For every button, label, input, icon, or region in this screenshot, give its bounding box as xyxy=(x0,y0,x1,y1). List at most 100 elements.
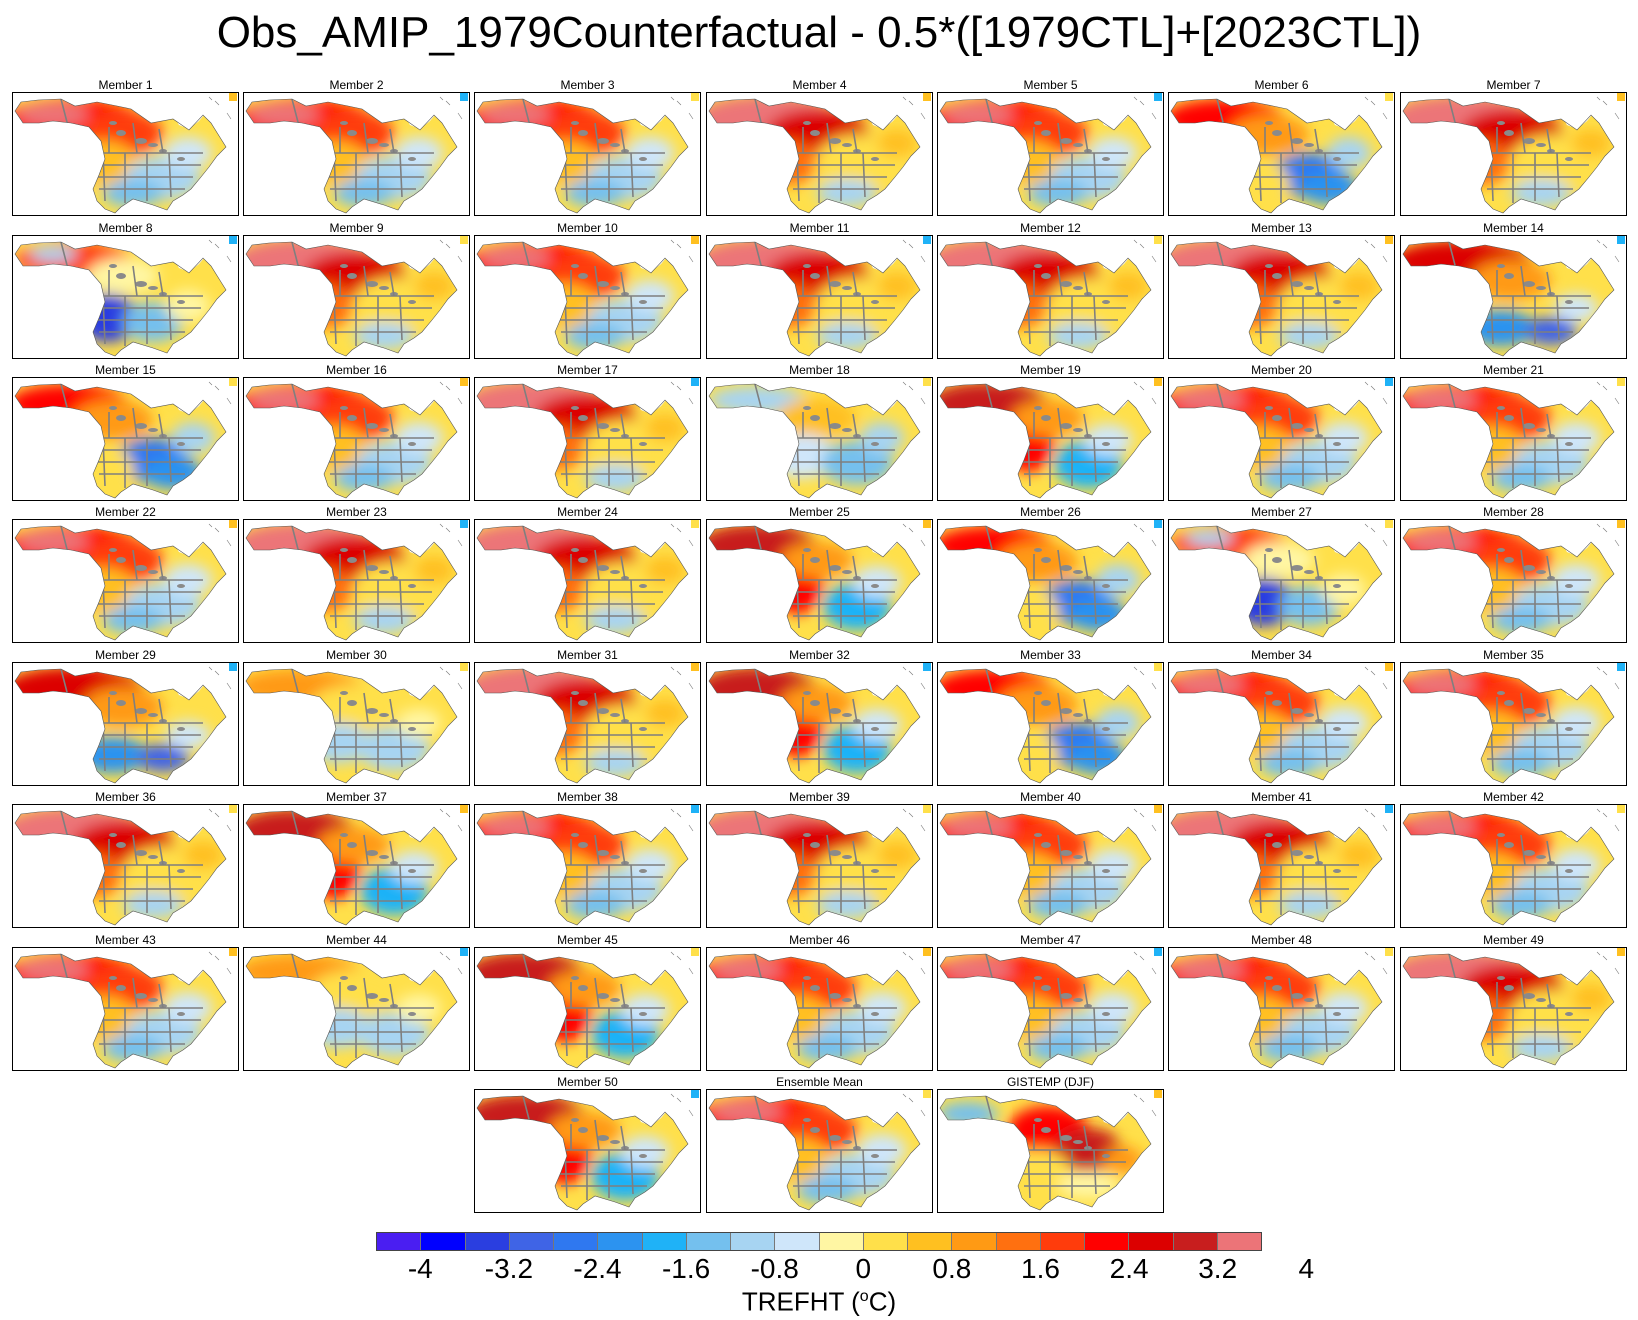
map-panel: Member 32 xyxy=(706,648,933,790)
temperature-anomaly-map xyxy=(12,377,239,501)
panel-label: Member 8 xyxy=(98,221,153,235)
panel-label: Member 37 xyxy=(326,790,387,804)
colorbar-tick-label: 0 xyxy=(855,1253,872,1284)
temperature-anomaly-map xyxy=(1168,804,1395,928)
map-panel: Member 48 xyxy=(1168,933,1395,1075)
map-panel: Member 25 xyxy=(706,505,933,647)
map-panel: Member 16 xyxy=(243,363,470,505)
map-panel: Member 26 xyxy=(937,505,1164,647)
panel-label: Member 28 xyxy=(1483,505,1544,519)
panel-label: Member 21 xyxy=(1483,363,1544,377)
panel-label: Member 12 xyxy=(1020,221,1081,235)
map-panel: Member 30 xyxy=(243,648,470,790)
temperature-anomaly-map xyxy=(706,235,933,359)
colorbar-swatch xyxy=(1040,1233,1085,1250)
panel-label: Member 25 xyxy=(789,505,850,519)
map-panel: Member 46 xyxy=(706,933,933,1075)
map-panel: Member 49 xyxy=(1400,933,1627,1075)
map-panel: Member 29 xyxy=(12,648,239,790)
panel-label: Member 13 xyxy=(1251,221,1312,235)
panel-label: Member 41 xyxy=(1251,790,1312,804)
panel-label: Member 43 xyxy=(95,933,156,947)
temperature-anomaly-map xyxy=(12,662,239,786)
temperature-anomaly-map xyxy=(12,92,239,216)
temperature-anomaly-map xyxy=(12,947,239,1071)
colorbar-tick-label: 3.2 xyxy=(1198,1253,1238,1284)
panel-label: Member 6 xyxy=(1254,78,1309,92)
temperature-anomaly-map xyxy=(1168,235,1395,359)
map-panel: Member 15 xyxy=(12,363,239,505)
panel-label: Member 31 xyxy=(557,648,618,662)
panel-label: Member 39 xyxy=(789,790,850,804)
temperature-anomaly-map xyxy=(937,377,1164,501)
panel-label: Member 40 xyxy=(1020,790,1081,804)
map-panel: Member 22 xyxy=(12,505,239,647)
map-panel: Member 27 xyxy=(1168,505,1395,647)
panel-label: Ensemble Mean xyxy=(776,1075,863,1089)
map-panel: Member 38 xyxy=(474,790,701,932)
map-panel: Member 2 xyxy=(243,78,470,220)
map-panel: Member 10 xyxy=(474,221,701,363)
colorbar-swatch xyxy=(731,1233,776,1250)
colorbar-swatch xyxy=(819,1233,864,1250)
colorbar-tick-label: 0.8 xyxy=(932,1253,972,1284)
temperature-anomaly-map xyxy=(706,519,933,643)
temperature-anomaly-map xyxy=(937,947,1164,1071)
panel-label: Member 4 xyxy=(792,78,847,92)
colorbar-swatch xyxy=(554,1233,599,1250)
colorbar-swatch xyxy=(1217,1233,1261,1250)
panel-label: Member 33 xyxy=(1020,648,1081,662)
temperature-anomaly-map xyxy=(1400,662,1627,786)
panel-label: Member 50 xyxy=(557,1075,618,1089)
temperature-anomaly-map xyxy=(937,92,1164,216)
temperature-anomaly-map xyxy=(243,804,470,928)
panel-label: Member 27 xyxy=(1251,505,1312,519)
temperature-anomaly-map xyxy=(1400,92,1627,216)
panel-label: Member 15 xyxy=(95,363,156,377)
temperature-anomaly-map xyxy=(474,804,701,928)
panel-label: Member 32 xyxy=(789,648,850,662)
panel-label: Member 17 xyxy=(557,363,618,377)
colorbar-swatch xyxy=(421,1233,466,1250)
map-panel: Member 36 xyxy=(12,790,239,932)
map-panel: Member 18 xyxy=(706,363,933,505)
map-panel: Member 5 xyxy=(937,78,1164,220)
panel-label: Member 18 xyxy=(789,363,850,377)
panel-label: Member 1 xyxy=(98,78,153,92)
temperature-anomaly-map xyxy=(937,804,1164,928)
colorbar-swatch xyxy=(686,1233,731,1250)
temperature-anomaly-map xyxy=(1168,519,1395,643)
colorbar-tick-label: 2.4 xyxy=(1109,1253,1149,1284)
panel-label: Member 30 xyxy=(326,648,387,662)
colorbar-swatch xyxy=(598,1233,643,1250)
colorbar-swatch xyxy=(509,1233,554,1250)
map-panel: Member 13 xyxy=(1168,221,1395,363)
temperature-anomaly-map xyxy=(706,804,933,928)
map-panel: Member 43 xyxy=(12,933,239,1075)
colorbar-swatch xyxy=(465,1233,510,1250)
panel-label: Member 26 xyxy=(1020,505,1081,519)
panel-label: Member 14 xyxy=(1483,221,1544,235)
map-panel: Member 21 xyxy=(1400,363,1627,505)
map-panel: Member 41 xyxy=(1168,790,1395,932)
temperature-anomaly-map xyxy=(243,947,470,1071)
panel-label: Member 5 xyxy=(1023,78,1078,92)
panel-label: Member 24 xyxy=(557,505,618,519)
temperature-anomaly-map xyxy=(243,519,470,643)
temperature-anomaly-map xyxy=(1168,947,1395,1071)
temperature-anomaly-map xyxy=(474,1089,701,1213)
map-panel: Member 31 xyxy=(474,648,701,790)
map-panel: Member 1 xyxy=(12,78,239,220)
temperature-anomaly-map xyxy=(1168,377,1395,501)
map-panel: Member 23 xyxy=(243,505,470,647)
colorbar-swatch xyxy=(952,1233,997,1250)
temperature-anomaly-map xyxy=(243,235,470,359)
panel-label: Member 20 xyxy=(1251,363,1312,377)
panel-label: Member 45 xyxy=(557,933,618,947)
temperature-anomaly-map xyxy=(1400,235,1627,359)
panel-label: Member 44 xyxy=(326,933,387,947)
panel-label: Member 11 xyxy=(789,221,850,235)
panel-label: Member 10 xyxy=(557,221,618,235)
temperature-anomaly-map xyxy=(706,947,933,1071)
panel-label: Member 3 xyxy=(560,78,615,92)
